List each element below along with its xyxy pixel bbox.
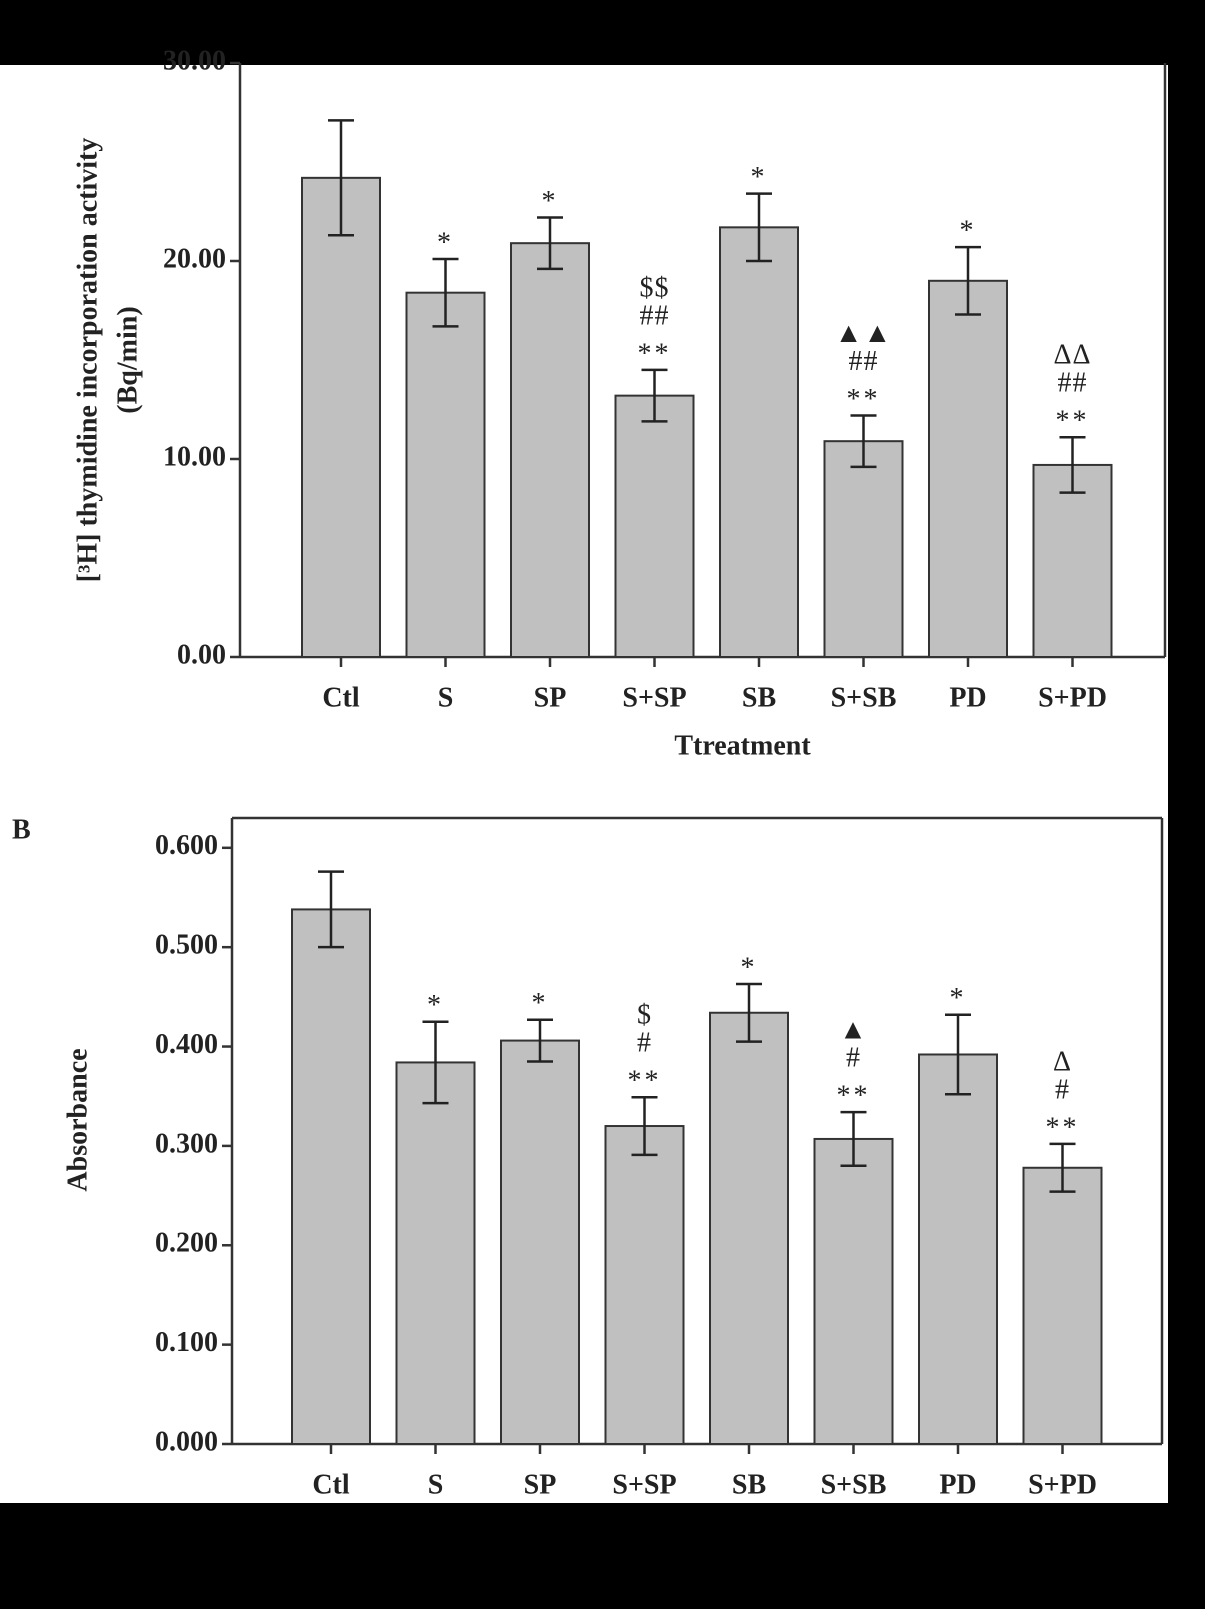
significance-mark: *: [960, 216, 977, 247]
y-tick-label: 0.100: [155, 1327, 218, 1358]
x-axis-label: Ttreatment: [674, 730, 811, 761]
significance-mark: **: [847, 384, 881, 415]
bar: [395, 1061, 476, 1445]
bar: [813, 1137, 894, 1445]
x-tick-label: S: [438, 682, 454, 713]
significance-mark: ΔΔ: [1053, 340, 1091, 371]
bar: [291, 908, 371, 1445]
significance-mark: *: [950, 983, 967, 1014]
x-tick-label: S+SP: [622, 682, 686, 713]
x-tick-label: Ctl: [322, 682, 360, 713]
bar: [604, 1125, 685, 1445]
y-tick-label: 0.600: [155, 830, 218, 861]
significance-mark: **: [628, 1066, 662, 1097]
x-tick-label: S+SB: [821, 1469, 887, 1500]
y-tick-label: 0.500: [155, 930, 218, 961]
bar: [614, 394, 695, 658]
significance-mark: ##: [849, 346, 879, 377]
significance-mark: ▲: [839, 1015, 868, 1046]
bar: [1022, 1166, 1103, 1446]
y-tick-label: 0.400: [155, 1029, 218, 1060]
y-tick-label: 0.000: [155, 1426, 218, 1457]
significance-mark: **: [638, 338, 672, 369]
bar: [928, 279, 1008, 658]
y-axis-label: [³H] thymidine incorporation activity: [72, 138, 103, 583]
y-tick-label: 20.00: [163, 243, 226, 274]
y-tick-label: 10.00: [163, 441, 226, 472]
bar: [709, 1011, 789, 1445]
bar: [510, 242, 590, 658]
x-tick-label: S+PD: [1038, 682, 1107, 713]
bar: [301, 176, 381, 658]
bar: [918, 1053, 998, 1445]
significance-mark: *: [427, 990, 444, 1021]
significance-mark: *: [741, 952, 758, 983]
x-tick-label: PD: [939, 1469, 976, 1500]
bar: [719, 226, 799, 658]
bar: [500, 1039, 580, 1445]
x-tick-label: S+SB: [831, 682, 897, 713]
significance-mark: #: [846, 1043, 861, 1074]
x-tick-label: SP: [534, 682, 567, 713]
y-tick-label: 0.200: [155, 1228, 218, 1259]
x-tick-label: SB: [742, 682, 776, 713]
significance-mark: *: [542, 186, 559, 217]
y-tick-label: 0.00: [177, 639, 226, 670]
significance-mark: ##: [1058, 368, 1088, 399]
bar: [405, 291, 486, 658]
significance-mark: **: [1056, 406, 1090, 437]
significance-mark: **: [837, 1081, 871, 1112]
x-tick-label: Ctl: [312, 1469, 350, 1500]
significance-mark: #: [1055, 1074, 1070, 1105]
x-tick-label: S: [428, 1469, 444, 1500]
significance-mark: $: [637, 1000, 652, 1031]
significance-mark: ##: [640, 300, 670, 331]
significance-mark: $$: [640, 272, 670, 303]
y-axis-label: (Bq/min): [112, 306, 143, 413]
x-tick-label: S+SP: [612, 1469, 676, 1500]
x-tick-label: SP: [524, 1469, 557, 1500]
significance-mark: ▲▲: [835, 318, 892, 349]
y-tick-label: 30.00: [163, 45, 226, 76]
significance-mark: #: [637, 1028, 652, 1059]
bar: [823, 440, 904, 658]
significance-mark: Δ: [1053, 1046, 1072, 1077]
x-tick-label: PD: [949, 682, 986, 713]
significance-mark: *: [532, 988, 549, 1019]
significance-mark: **: [1046, 1112, 1080, 1143]
significance-mark: *: [437, 227, 454, 258]
panel-label: B: [12, 814, 31, 845]
significance-mark: *: [751, 162, 768, 193]
y-tick-label: 0.300: [155, 1128, 218, 1159]
y-axis-label: Absorbance: [62, 1048, 93, 1191]
x-tick-label: SB: [732, 1469, 766, 1500]
x-tick-label: S+PD: [1028, 1469, 1097, 1500]
